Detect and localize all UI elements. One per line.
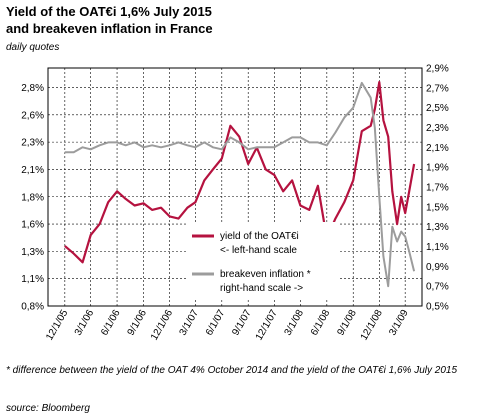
x-axis-tick-label: 3/1/06 bbox=[73, 308, 97, 338]
chart-title-line1: Yield of the OAT€i 1,6% July 2015 bbox=[6, 4, 212, 19]
right-axis-tick-label: 1,1% bbox=[426, 242, 449, 253]
left-axis-tick-label: 2,6% bbox=[21, 110, 44, 121]
x-axis-tick-label: 12/1/07 bbox=[254, 308, 280, 343]
right-axis-tick-label: 2,1% bbox=[426, 143, 449, 154]
left-axis-tick-label: 1,3% bbox=[21, 247, 44, 258]
chart-subtitle: daily quotes bbox=[6, 42, 60, 53]
right-axis-tick-label: 2,7% bbox=[426, 83, 449, 94]
left-axis-tick-label: 1,1% bbox=[21, 274, 44, 285]
right-axis-tick-label: 0,7% bbox=[426, 282, 449, 293]
right-axis-tick-label: 0,9% bbox=[426, 262, 449, 273]
plot-frame bbox=[47, 67, 423, 307]
series-line-yield bbox=[64, 80, 416, 264]
x-axis-tick-label: 6/1/06 bbox=[99, 308, 123, 338]
legend-label-yield-line2: <- left-hand scale bbox=[220, 245, 297, 256]
right-axis-tick-label: 1,9% bbox=[426, 163, 449, 174]
line-chart: 0,8% 1,1% 1,3% 1,6% 1,8% 2,1% 2,3% 2,6% 2,8% 0,5… bbox=[21, 64, 449, 343]
legend-label-breakeven-line1: breakeven inflation * bbox=[220, 269, 311, 280]
left-axis-ticks: 0,8% 1,1% 1,3% 1,6% 1,8% 2,1% 2,3% 2,6% 2,8% bbox=[21, 83, 44, 312]
x-axis-ticks: 12/1/05 3/1/06 6/1/06 9/1/06 12/1/06 3/1/07 6/… bbox=[44, 308, 411, 343]
x-axis-tick-label: 6/1/07 bbox=[204, 308, 228, 338]
chart-title: Yield of the OAT€i 1,6% July 2015 and br… bbox=[6, 3, 213, 37]
x-axis-tick-label: 12/1/05 bbox=[44, 308, 70, 343]
x-axis-tick-label: 3/1/09 bbox=[387, 308, 411, 338]
series-line-breakeven bbox=[64, 81, 416, 288]
right-axis-tick-label: 2,3% bbox=[426, 123, 449, 134]
left-axis-tick-label: 1,6% bbox=[21, 220, 44, 231]
left-axis-tick-label: 2,8% bbox=[21, 83, 44, 94]
right-axis-ticks: 0,5% 0,7% 0,9% 1,1% 1,3% 1,5% 1,7% 1,9% 2,1% 2,3%… bbox=[426, 64, 449, 313]
left-axis-tick-label: 2,3% bbox=[21, 138, 44, 149]
right-axis-tick-label: 2,5% bbox=[426, 103, 449, 114]
x-axis-tick-label: 9/1/07 bbox=[230, 308, 254, 338]
legend-label-breakeven-line2: right-hand scale -> bbox=[220, 283, 303, 294]
x-axis-tick-label: 3/1/08 bbox=[283, 308, 307, 338]
right-axis-tick-label: 1,3% bbox=[426, 222, 449, 233]
chart-title-line2: and breakeven inflation in France bbox=[6, 21, 213, 36]
x-axis-tick-label: 12/1/06 bbox=[149, 308, 175, 343]
footnote: * difference between the yield of the OA… bbox=[6, 365, 458, 376]
right-axis-tick-label: 2,9% bbox=[426, 64, 449, 75]
x-axis-tick-label: 9/1/08 bbox=[335, 308, 359, 338]
left-axis-tick-label: 0,8% bbox=[21, 302, 44, 313]
legend: yield of the OAT€i <- left-hand scale br… bbox=[186, 222, 340, 298]
right-axis-tick-label: 1,5% bbox=[426, 202, 449, 213]
legend-label-yield-line1: yield of the OAT€i bbox=[220, 231, 299, 242]
x-axis-tick-label: 12/1/08 bbox=[359, 308, 385, 343]
right-axis-tick-label: 0,5% bbox=[426, 302, 449, 313]
x-axis-tick-label: 6/1/08 bbox=[309, 308, 333, 338]
right-axis-tick-label: 1,7% bbox=[426, 183, 449, 194]
left-axis-tick-label: 1,8% bbox=[21, 192, 44, 203]
x-axis-tick-label: 3/1/07 bbox=[178, 308, 202, 338]
source-note: source: Bloomberg bbox=[6, 403, 90, 414]
left-axis-tick-label: 2,1% bbox=[21, 165, 44, 176]
series-lines bbox=[64, 80, 416, 288]
x-axis-tick-label: 9/1/06 bbox=[126, 308, 150, 338]
